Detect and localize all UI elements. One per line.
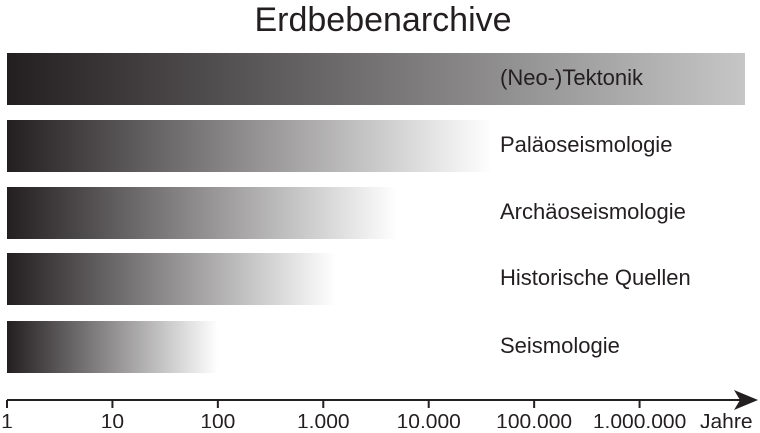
bar (7, 253, 336, 305)
bar (7, 53, 745, 105)
bar (7, 120, 493, 172)
category-label: (Neo-)Tektonik (500, 65, 644, 90)
x-tick-label: 10.000 (397, 411, 461, 428)
x-tick-label: 1.000.000 (593, 411, 686, 428)
bar (7, 321, 218, 373)
category-label: Seismologie (500, 333, 620, 358)
x-axis-label: Jahre (700, 411, 753, 428)
chart-title: Erdbebenarchive (254, 1, 511, 39)
x-tick-label: 100 (200, 411, 235, 428)
x-tick-label: 100.000 (496, 411, 572, 428)
bar (7, 187, 397, 239)
x-tick-label: 1 (1, 411, 13, 428)
category-label: Historische Quellen (500, 265, 691, 290)
category-label: Archäoseismologie (500, 199, 686, 224)
x-tick-label: 1.000 (297, 411, 350, 428)
x-tick-label: 10 (101, 411, 124, 428)
axis-arrow (734, 390, 758, 410)
category-label: Paläoseismologie (500, 132, 672, 157)
